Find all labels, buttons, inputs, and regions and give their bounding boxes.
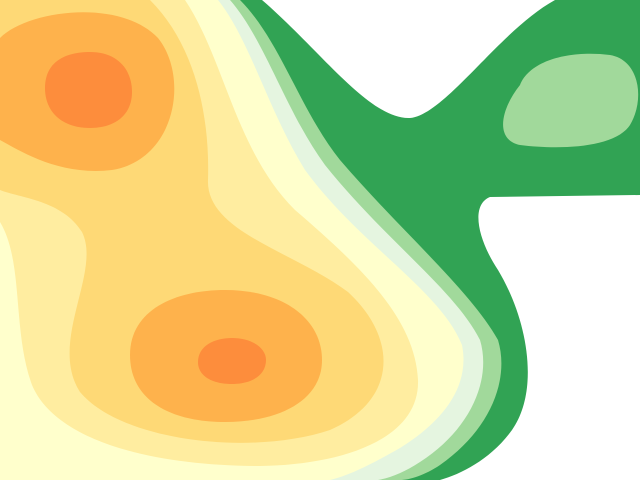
contour-band bbox=[45, 52, 132, 128]
contour-band bbox=[198, 338, 266, 384]
contour-band bbox=[503, 53, 639, 148]
